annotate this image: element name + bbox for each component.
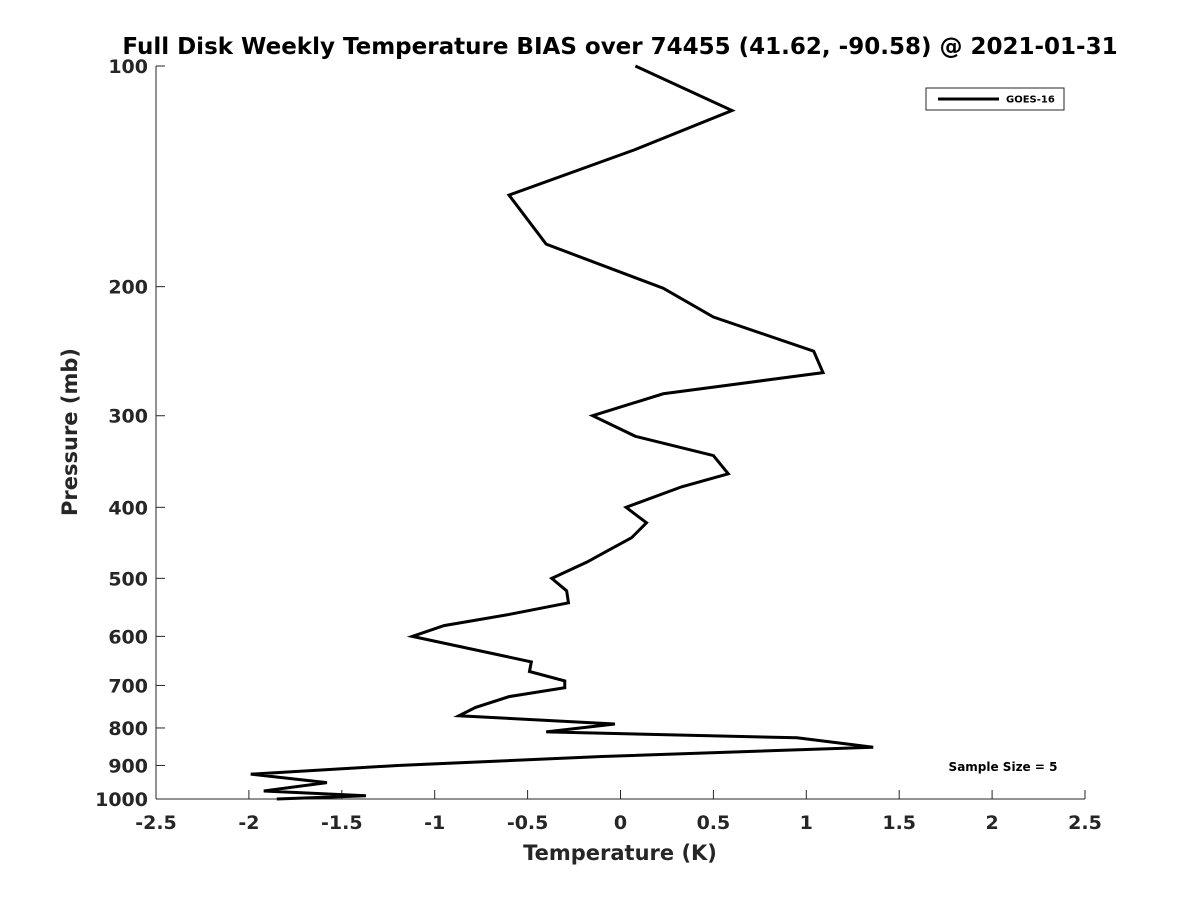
- series-line-goes-16: [250, 64, 874, 801]
- x-tick-label: 1: [800, 812, 813, 834]
- y-tick-label: 100: [108, 56, 148, 78]
- x-axis-label: Temperature (K): [523, 841, 717, 865]
- legend: GOES-16: [925, 87, 1065, 111]
- chart-title: Full Disk Weekly Temperature BIAS over 7…: [122, 34, 1117, 60]
- x-tick-label: -2: [238, 812, 259, 834]
- x-tick-label: 0.5: [697, 812, 731, 834]
- y-tick-label: 300: [108, 406, 148, 428]
- y-tick-label: 800: [108, 718, 148, 740]
- ticks: -2.5 -2 -1.5 -1 -0.5 0 0.5 1 1.5 2 2.5 100 200 300 400…: [95, 56, 1102, 834]
- x-tick-label: -1: [424, 812, 445, 834]
- y-tick-label: 700: [108, 675, 148, 697]
- x-tick-label: -1.5: [321, 812, 363, 834]
- y-tick-label: 400: [108, 497, 148, 519]
- x-tick-label: 2.5: [1068, 812, 1102, 834]
- legend-label-goes-16: GOES-16: [1006, 95, 1055, 106]
- x-tick-label: 2: [985, 812, 998, 834]
- y-tick-label: 900: [108, 755, 148, 777]
- x-tick-label: -0.5: [507, 812, 549, 834]
- x-tick-label: 0: [614, 812, 627, 834]
- x-tick-label: 1.5: [882, 812, 916, 834]
- axes: [155, 66, 1085, 800]
- series: [250, 64, 874, 801]
- y-tick-label: 500: [108, 568, 148, 590]
- y-tick-label: 200: [108, 277, 148, 299]
- y-tick-label: 1000: [95, 789, 148, 811]
- x-tick-label: -2.5: [135, 812, 177, 834]
- y-tick-label: 600: [108, 626, 148, 648]
- y-axis-label: Pressure (mb): [58, 348, 82, 516]
- sample-size-annotation: Sample Size = 5: [949, 760, 1058, 774]
